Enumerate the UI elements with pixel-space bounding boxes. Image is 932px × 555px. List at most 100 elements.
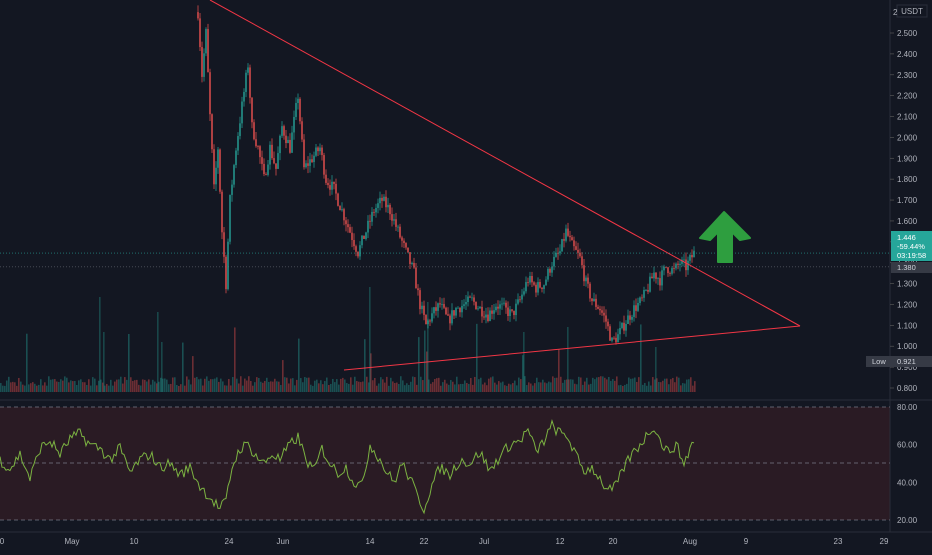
candle-body xyxy=(423,305,425,315)
candle-body xyxy=(561,239,563,252)
volume-bar xyxy=(458,384,460,392)
volume-bar xyxy=(84,382,86,392)
candle-body xyxy=(501,303,503,305)
candle-body xyxy=(403,240,405,244)
candle-body xyxy=(251,97,253,123)
volume-bar xyxy=(432,382,434,392)
volume-bar xyxy=(40,379,42,392)
volume-bar xyxy=(418,337,420,392)
volume-bar xyxy=(422,380,424,392)
candle-body xyxy=(497,306,499,309)
price-tick-label: 1.900 xyxy=(897,154,918,163)
candle-body xyxy=(397,226,399,228)
candle-body xyxy=(535,284,537,293)
volume-bar xyxy=(24,385,26,392)
candle-body xyxy=(383,196,385,201)
volume-bar xyxy=(674,382,676,392)
volume-bar xyxy=(314,380,316,392)
volume-bar xyxy=(328,384,330,392)
candle-body xyxy=(259,146,261,158)
candle-body xyxy=(547,268,549,280)
volume-bar xyxy=(398,384,400,392)
volume-bar xyxy=(162,378,164,392)
candle-body xyxy=(197,12,199,19)
candle-body xyxy=(361,235,363,246)
volume-bar xyxy=(42,385,44,392)
ascending-trendline[interactable] xyxy=(343,325,801,371)
candle-body xyxy=(255,139,257,147)
volume-bar xyxy=(596,377,598,392)
volume-bar xyxy=(646,385,648,392)
candle-body xyxy=(243,91,245,102)
rsi-axis[interactable]: 80.00 60.00 40.00 20.00 xyxy=(897,403,918,525)
volume-bar xyxy=(260,381,262,392)
volume-bar xyxy=(548,381,550,392)
candle-body xyxy=(415,267,417,289)
volume-bar xyxy=(30,383,32,392)
candle-body xyxy=(619,328,621,335)
volume-bar xyxy=(82,382,84,392)
volume-bar xyxy=(688,379,690,392)
volume-bar xyxy=(600,376,602,392)
volume-bar xyxy=(78,380,80,392)
candle-body xyxy=(503,302,505,304)
volume-bar xyxy=(190,384,192,392)
volume-bar xyxy=(512,383,514,392)
volume-bar xyxy=(184,385,186,392)
candle-body xyxy=(231,184,233,195)
candle-body xyxy=(281,126,283,136)
candle-body xyxy=(429,320,431,322)
candle-body xyxy=(583,265,585,282)
candle-body xyxy=(449,315,451,324)
candle-body xyxy=(411,262,413,264)
volume-bar xyxy=(278,381,280,392)
volume-bar xyxy=(268,381,270,392)
descending-trendline[interactable] xyxy=(209,0,801,327)
volume-bar xyxy=(542,379,544,392)
candle-body xyxy=(543,285,545,289)
volume-bar xyxy=(106,383,108,392)
volume-bar xyxy=(52,379,54,392)
time-tick-label: 29 xyxy=(880,537,889,546)
volume-bar xyxy=(364,339,366,392)
candle-body xyxy=(327,182,329,186)
time-tick-label: May xyxy=(64,537,79,546)
volume-bar xyxy=(636,381,638,392)
volume-bar xyxy=(266,377,268,392)
volume-bar xyxy=(500,382,502,392)
volume-bar xyxy=(186,376,188,392)
candle-body xyxy=(471,297,473,299)
volume-bar xyxy=(390,377,392,392)
low-value: 0.921 xyxy=(897,357,916,366)
volume-bar xyxy=(336,379,338,392)
rsi-tick-label: 20.00 xyxy=(897,516,918,525)
candle-body xyxy=(585,277,587,282)
candles xyxy=(197,5,695,345)
candle-body xyxy=(607,321,609,327)
time-axis[interactable]: 0 May 10 24 Jun 14 22 Jul 12 20 Aug 9 23 29 xyxy=(0,531,932,546)
volume-bar xyxy=(382,379,384,392)
volume-bar xyxy=(430,383,432,392)
price-tick-label: 0.900 xyxy=(897,363,918,372)
volume-bar xyxy=(588,384,590,392)
volume-bar xyxy=(300,378,302,392)
candle-body xyxy=(553,256,555,267)
candle-body xyxy=(343,209,345,221)
volume-bar xyxy=(658,381,660,392)
volume-bar xyxy=(568,379,570,392)
candle-body xyxy=(363,235,365,239)
price-tick-label: 2.100 xyxy=(897,113,918,122)
candle-body xyxy=(211,114,213,150)
candle-body xyxy=(463,304,465,306)
volume-bar xyxy=(68,382,70,392)
volume-bar xyxy=(620,384,622,392)
volume-bar xyxy=(680,385,682,392)
candle-body xyxy=(385,196,387,208)
candle-body xyxy=(517,299,519,304)
candle-body xyxy=(295,103,297,117)
volume-bar xyxy=(180,384,182,392)
volume-bar xyxy=(348,383,350,392)
candle-body xyxy=(689,255,691,261)
volume-bar xyxy=(88,379,90,392)
